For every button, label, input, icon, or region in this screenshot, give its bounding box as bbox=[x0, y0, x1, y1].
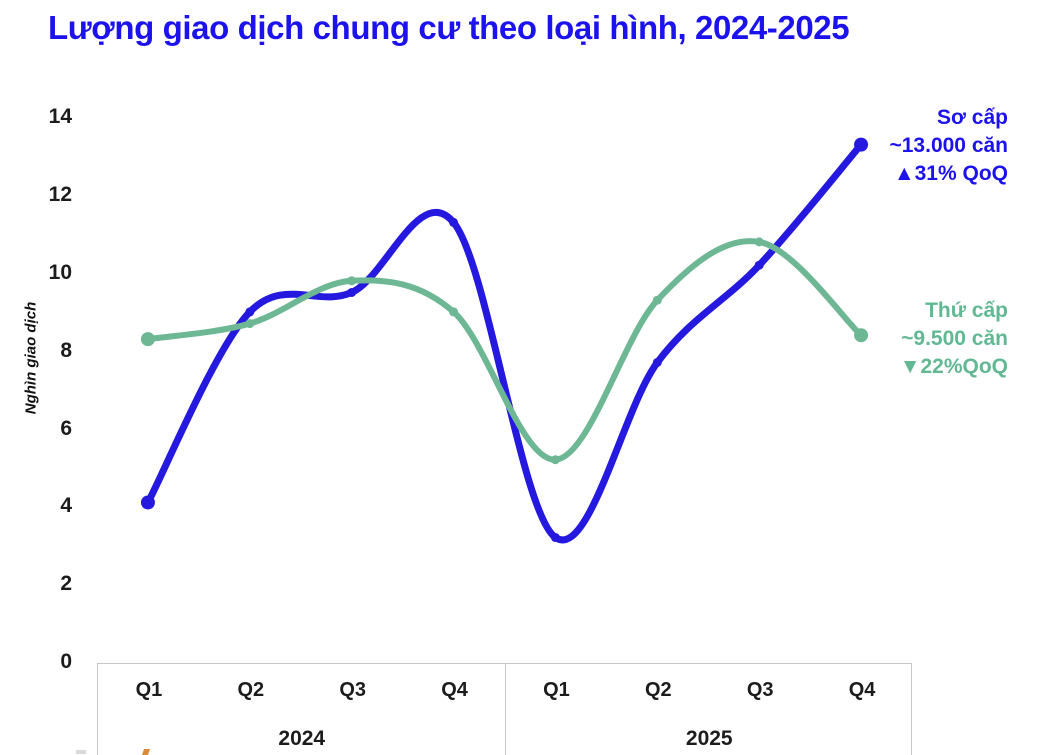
data-point bbox=[347, 276, 357, 286]
line-series-primary bbox=[144, 141, 865, 544]
annotation-primary-change: ▲31% QoQ bbox=[893, 162, 1008, 185]
x-tick-label: Q1 bbox=[135, 679, 163, 701]
y-tick-label: 10 bbox=[48, 261, 72, 284]
x-tick-label: Q3 bbox=[339, 679, 367, 701]
data-point bbox=[652, 295, 662, 305]
annotation-primary-value: ~13.000 căn bbox=[889, 134, 1008, 157]
y-tick-label: 2 bbox=[60, 572, 72, 596]
y-tick-label: 12 bbox=[48, 183, 72, 207]
data-point bbox=[449, 307, 459, 317]
y-tick-label: 0 bbox=[60, 650, 72, 673]
y-tick-label: 6 bbox=[60, 416, 72, 440]
y-tick-label: 4 bbox=[60, 494, 72, 518]
data-point bbox=[140, 495, 155, 510]
year-group-label: 2025 bbox=[685, 727, 733, 750]
data-point bbox=[550, 455, 560, 465]
data-point bbox=[550, 533, 560, 543]
x-tick-label: Q1 bbox=[543, 679, 570, 701]
line-series-secondary bbox=[144, 238, 865, 463]
y-axis-ticks: 0 2 4 6 8 10 12 14 bbox=[0, 0, 72, 755]
data-point bbox=[754, 237, 764, 247]
annotation-secondary-change: ▼22%QoQ bbox=[899, 355, 1008, 378]
data-point bbox=[245, 307, 255, 317]
annotation-secondary-value: ~9.500 căn bbox=[901, 327, 1008, 350]
data-point bbox=[140, 332, 155, 347]
data-point bbox=[854, 137, 869, 152]
x-tick-label: Q3 bbox=[746, 679, 774, 701]
annotation-primary-name: Sơ cấp bbox=[937, 106, 1008, 129]
data-point bbox=[449, 217, 459, 227]
y-tick-label: 14 bbox=[48, 105, 72, 129]
annotation-secondary-series: Thứ cấp ~9.500 căn ▼22%QoQ bbox=[900, 297, 1008, 381]
x-tick-label: Q4 bbox=[848, 679, 876, 701]
annotation-secondary-name: Thứ cấp bbox=[925, 299, 1008, 322]
data-point bbox=[245, 319, 255, 329]
year-group-label: 2024 bbox=[278, 727, 326, 750]
y-tick-label: 8 bbox=[60, 338, 72, 362]
data-point bbox=[754, 260, 764, 270]
year-divider bbox=[504, 664, 507, 755]
x-axis-box: Q1 Q2 Q3 Q4 Q1 Q2 Q3 Q4 2024 2025 bbox=[97, 663, 912, 755]
data-point bbox=[347, 287, 357, 297]
x-tick-label: Q4 bbox=[441, 679, 468, 701]
data-point bbox=[652, 357, 662, 367]
x-tick-label: Q2 bbox=[237, 679, 265, 701]
annotation-primary-series: Sơ cấp ~13.000 căn ▲31% QoQ bbox=[889, 104, 1008, 188]
cropped-watermark bbox=[76, 750, 86, 754]
chart-title: Lượng giao dịch chung cư theo loại hình,… bbox=[48, 9, 850, 46]
data-point bbox=[854, 328, 869, 343]
x-tick-label: Q2 bbox=[644, 679, 672, 701]
